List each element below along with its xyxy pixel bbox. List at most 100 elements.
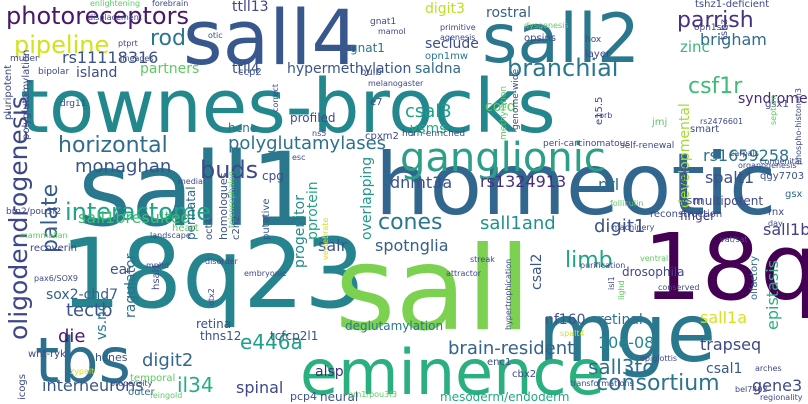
word-qgy7703: qgy7703 bbox=[760, 171, 805, 182]
word-sall1bresulted: sall1bresulted bbox=[78, 208, 191, 227]
word-developmental: developmental bbox=[677, 103, 693, 208]
word-ysm: ysm bbox=[680, 194, 703, 207]
word-retinal: retinal bbox=[598, 312, 643, 328]
word-gsx: gsx bbox=[785, 189, 803, 200]
word-methylation: methylation bbox=[499, 85, 509, 140]
word-smart: smart bbox=[690, 124, 720, 135]
word-isl1: isl1 bbox=[607, 276, 616, 290]
word-rnx: rnx bbox=[768, 207, 785, 218]
word-e7: e7 bbox=[370, 97, 383, 108]
word-alsp: alsp bbox=[315, 364, 344, 380]
word-genome-wide: genome-wide bbox=[511, 68, 521, 130]
word-mge: mge bbox=[538, 287, 716, 380]
word-retina: retina bbox=[196, 317, 232, 331]
word-brain-resident: brain-resident bbox=[448, 338, 575, 359]
word-tcfcp2l1: tcfcp2l1 bbox=[270, 329, 319, 343]
word-ragulator: ragulator bbox=[123, 253, 139, 318]
word-temporal: temporal bbox=[130, 373, 176, 384]
word-bipolar: bipolar bbox=[38, 67, 70, 77]
word-digit1: digit1 bbox=[594, 216, 646, 237]
word-pwwp: pwwp bbox=[679, 164, 688, 188]
word-organogenesis: organogenesis bbox=[738, 161, 797, 170]
word-csal1: csal1 bbox=[706, 361, 743, 377]
word-hcne: hcne bbox=[228, 121, 258, 135]
word-limb: limb bbox=[565, 248, 613, 273]
word-propensity: propensity bbox=[110, 379, 153, 388]
word-multipotent: multipotent bbox=[693, 194, 764, 208]
word-congenital: congenital bbox=[760, 157, 802, 166]
word-parrish: parrish bbox=[677, 8, 754, 33]
word-hypermethylation: hypermethylation bbox=[287, 61, 412, 77]
word-rorb: rorb bbox=[596, 111, 613, 120]
word-recoverin: recoverin bbox=[30, 243, 77, 254]
word-peri-carcinomatous: peri-carcinomatous bbox=[543, 139, 631, 149]
word-finger: finger bbox=[680, 209, 716, 223]
word-seclude: seclude bbox=[425, 36, 479, 52]
word-hypertrophication: hypertrophication bbox=[504, 258, 513, 330]
word-correct: correct bbox=[271, 83, 280, 112]
word-phospho-histoneh3: phospho-histoneh3 bbox=[794, 88, 803, 165]
word-mamol: mamol bbox=[378, 27, 406, 36]
word-septum: septum bbox=[769, 94, 778, 125]
word-epistasis: epistasis bbox=[763, 260, 782, 330]
word-embryonic: embryonic bbox=[244, 269, 287, 278]
word-drg11: drg11 bbox=[60, 99, 87, 109]
word-tshz1-deficient: tshz1-deficient bbox=[695, 0, 770, 10]
word-vat-sat: vat/sat bbox=[720, 235, 748, 244]
word-sall3to: sall3to bbox=[588, 355, 655, 379]
word-wnt-ryk: wnt-ryk bbox=[28, 349, 66, 360]
word-enlightening: enlightening bbox=[90, 0, 141, 8]
word-mphd: mphd bbox=[146, 261, 170, 270]
word-18q: 18q bbox=[643, 214, 808, 321]
word-gnat1-small: gnat1 bbox=[370, 17, 397, 27]
word-esc: esc bbox=[292, 153, 306, 162]
word-rs1659258: rs1659258 bbox=[703, 146, 790, 165]
word-pluripotent: pluripotent bbox=[3, 64, 14, 120]
word-digit2: digit2 bbox=[142, 350, 194, 371]
word-purification: purification bbox=[580, 261, 626, 270]
word-ttll4: ttll4 bbox=[232, 61, 260, 77]
word-sall1b: sall1b bbox=[763, 220, 808, 239]
word-hox: hox bbox=[585, 35, 602, 45]
word-day: day bbox=[768, 219, 783, 228]
word-gsx1: gsx1 bbox=[765, 99, 789, 110]
word-gnat1: gnat1 bbox=[350, 41, 385, 55]
word-csal3: csal3 bbox=[405, 101, 452, 122]
word-polyglutamylases: polyglutamylases bbox=[228, 133, 387, 154]
word-spalt4: spalt4 bbox=[560, 329, 585, 338]
word-brn2-pou3f2: brn2/pou3f2 bbox=[6, 207, 62, 217]
word-folliculin: folliculin bbox=[610, 199, 644, 208]
word-cord: cord bbox=[485, 99, 516, 115]
word-brn1-pou3f3: brn1/pou3f3 bbox=[348, 390, 398, 399]
word-neural: neural bbox=[320, 390, 359, 404]
word-ns5: ns5 bbox=[312, 129, 327, 138]
word-forebrain: forebrain bbox=[152, 0, 189, 8]
word-buds: buds bbox=[200, 156, 259, 184]
word-arches: arches bbox=[755, 364, 782, 373]
word-ganglionic: ganglionic bbox=[400, 135, 606, 181]
word-pipeline: pipeline bbox=[14, 31, 110, 59]
word-il34: il34 bbox=[177, 373, 214, 397]
word-pcp4: pcp4 bbox=[290, 390, 318, 403]
word-disorder: disorder bbox=[205, 257, 238, 266]
word-branchial: branchial bbox=[507, 54, 619, 82]
word-drosophila: drosophila bbox=[622, 265, 685, 279]
word-ccp2: ccp2 bbox=[238, 67, 262, 78]
word-self-renewal: self-renewal bbox=[620, 141, 675, 151]
word-nrl: nrl bbox=[598, 175, 620, 194]
word-10e-08: 10e-08 bbox=[598, 333, 655, 352]
word-deglutamylation: deglutamylation bbox=[345, 319, 444, 333]
word-transformations: transformations bbox=[570, 379, 634, 388]
word-icogs: icogs bbox=[17, 374, 28, 400]
word-homeotic: homeotic bbox=[375, 135, 777, 235]
word-regionality: regionality bbox=[760, 393, 803, 402]
word-cpg: cpg bbox=[262, 169, 284, 183]
word-bel7402: bel7402 bbox=[735, 385, 768, 394]
word-pax6-sox9: pax6/SOX9 bbox=[34, 274, 78, 283]
word-partners: partners bbox=[140, 61, 200, 77]
word-rostral: rostral bbox=[486, 5, 532, 21]
word-tbs: tbs bbox=[35, 324, 131, 397]
word-melanogaster: melanogaster bbox=[368, 79, 424, 88]
word-ptprt: ptprt bbox=[118, 39, 138, 48]
